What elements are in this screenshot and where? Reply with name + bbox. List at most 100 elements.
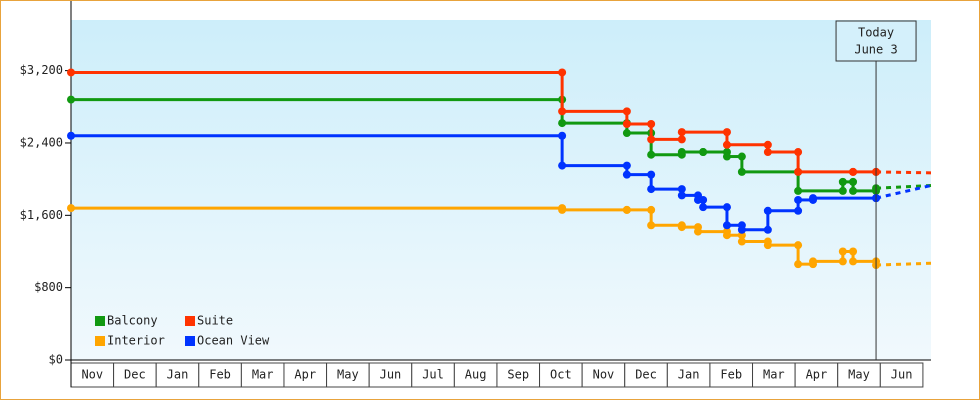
legend-swatch	[185, 316, 195, 326]
point	[849, 177, 858, 186]
point	[622, 170, 631, 179]
point	[737, 237, 746, 246]
point	[849, 167, 858, 176]
x-tick-label: Apr	[806, 368, 828, 382]
series	[67, 68, 932, 176]
point	[558, 119, 567, 128]
point	[677, 185, 686, 194]
point	[647, 205, 656, 214]
point	[647, 150, 656, 159]
point	[722, 231, 731, 240]
legend-swatch	[95, 336, 105, 346]
x-tick-label: Dec	[635, 368, 657, 382]
point	[763, 148, 772, 157]
legend-label: Balcony	[107, 314, 158, 328]
x-tick-label: Sep	[507, 368, 529, 382]
x-tick-label: May	[848, 368, 870, 382]
point	[647, 119, 656, 128]
x-tick-label: Aug	[465, 368, 487, 382]
point	[763, 225, 772, 234]
month-cell	[539, 362, 583, 388]
point	[809, 194, 818, 203]
point	[67, 68, 75, 77]
point	[622, 107, 631, 116]
point	[647, 185, 656, 194]
point	[677, 135, 686, 144]
point	[849, 257, 858, 266]
y-tick-label: $0	[49, 353, 63, 367]
x-tick-label: Mar	[763, 368, 785, 382]
point	[722, 128, 731, 137]
point	[647, 170, 656, 179]
point	[737, 167, 746, 176]
point	[647, 135, 656, 144]
point	[677, 148, 686, 157]
month-cell	[709, 362, 754, 388]
point	[622, 161, 631, 170]
point	[849, 247, 858, 256]
point	[699, 203, 708, 212]
month-cell	[326, 362, 370, 388]
point	[838, 186, 847, 195]
point	[722, 152, 731, 161]
point	[699, 148, 708, 157]
point	[67, 131, 75, 140]
legend-label: Ocean View	[197, 334, 270, 348]
month-cell	[837, 362, 881, 388]
plot-area	[71, 20, 931, 360]
point	[622, 205, 631, 214]
y-tick-label: $3,200	[20, 63, 63, 77]
point	[794, 186, 803, 195]
x-tick-label: Apr	[294, 368, 316, 382]
point	[809, 257, 818, 266]
month-cell	[368, 362, 413, 388]
x-tick-label: Dec	[124, 368, 146, 382]
today-box	[835, 20, 917, 62]
point	[849, 186, 858, 195]
x-tick-label: Jun	[380, 368, 402, 382]
month-cell	[496, 362, 541, 388]
legend-label: Suite	[197, 314, 233, 328]
point	[794, 195, 803, 204]
month-cell	[624, 362, 668, 388]
y-tick-label: $800	[34, 280, 63, 294]
point	[794, 167, 803, 176]
today-label: Today	[858, 26, 894, 40]
x-tick-label: Oct	[550, 368, 572, 382]
x-tick-label: Mar	[252, 368, 274, 382]
point	[722, 140, 731, 149]
month-cell	[411, 362, 455, 388]
point	[838, 257, 847, 266]
month-cell	[794, 362, 839, 388]
point	[677, 128, 686, 137]
point	[622, 119, 631, 128]
point	[763, 241, 772, 250]
legend-swatch	[185, 336, 195, 346]
x-tick-label: Nov	[81, 368, 103, 382]
x-tick-label: Jun	[891, 368, 913, 382]
point	[794, 260, 803, 269]
point	[647, 221, 656, 230]
point	[722, 221, 731, 230]
x-tick-label: Jan	[678, 368, 700, 382]
x-tick-label: Feb	[720, 368, 742, 382]
x-tick-label: Jan	[167, 368, 189, 382]
month-cell	[283, 362, 328, 388]
point	[558, 205, 567, 214]
point	[558, 68, 567, 77]
point	[737, 152, 746, 161]
series	[67, 204, 932, 270]
y-tick-label: $2,400	[20, 135, 63, 149]
point	[838, 177, 847, 186]
x-tick-label: Nov	[593, 368, 615, 382]
month-cell	[879, 362, 924, 388]
series	[67, 131, 932, 234]
month-cell	[113, 362, 157, 388]
point	[558, 131, 567, 140]
legend-label: Interior	[107, 334, 165, 348]
x-tick-label: Jul	[422, 368, 444, 382]
today-label: June 3	[854, 43, 897, 57]
point	[722, 203, 731, 212]
